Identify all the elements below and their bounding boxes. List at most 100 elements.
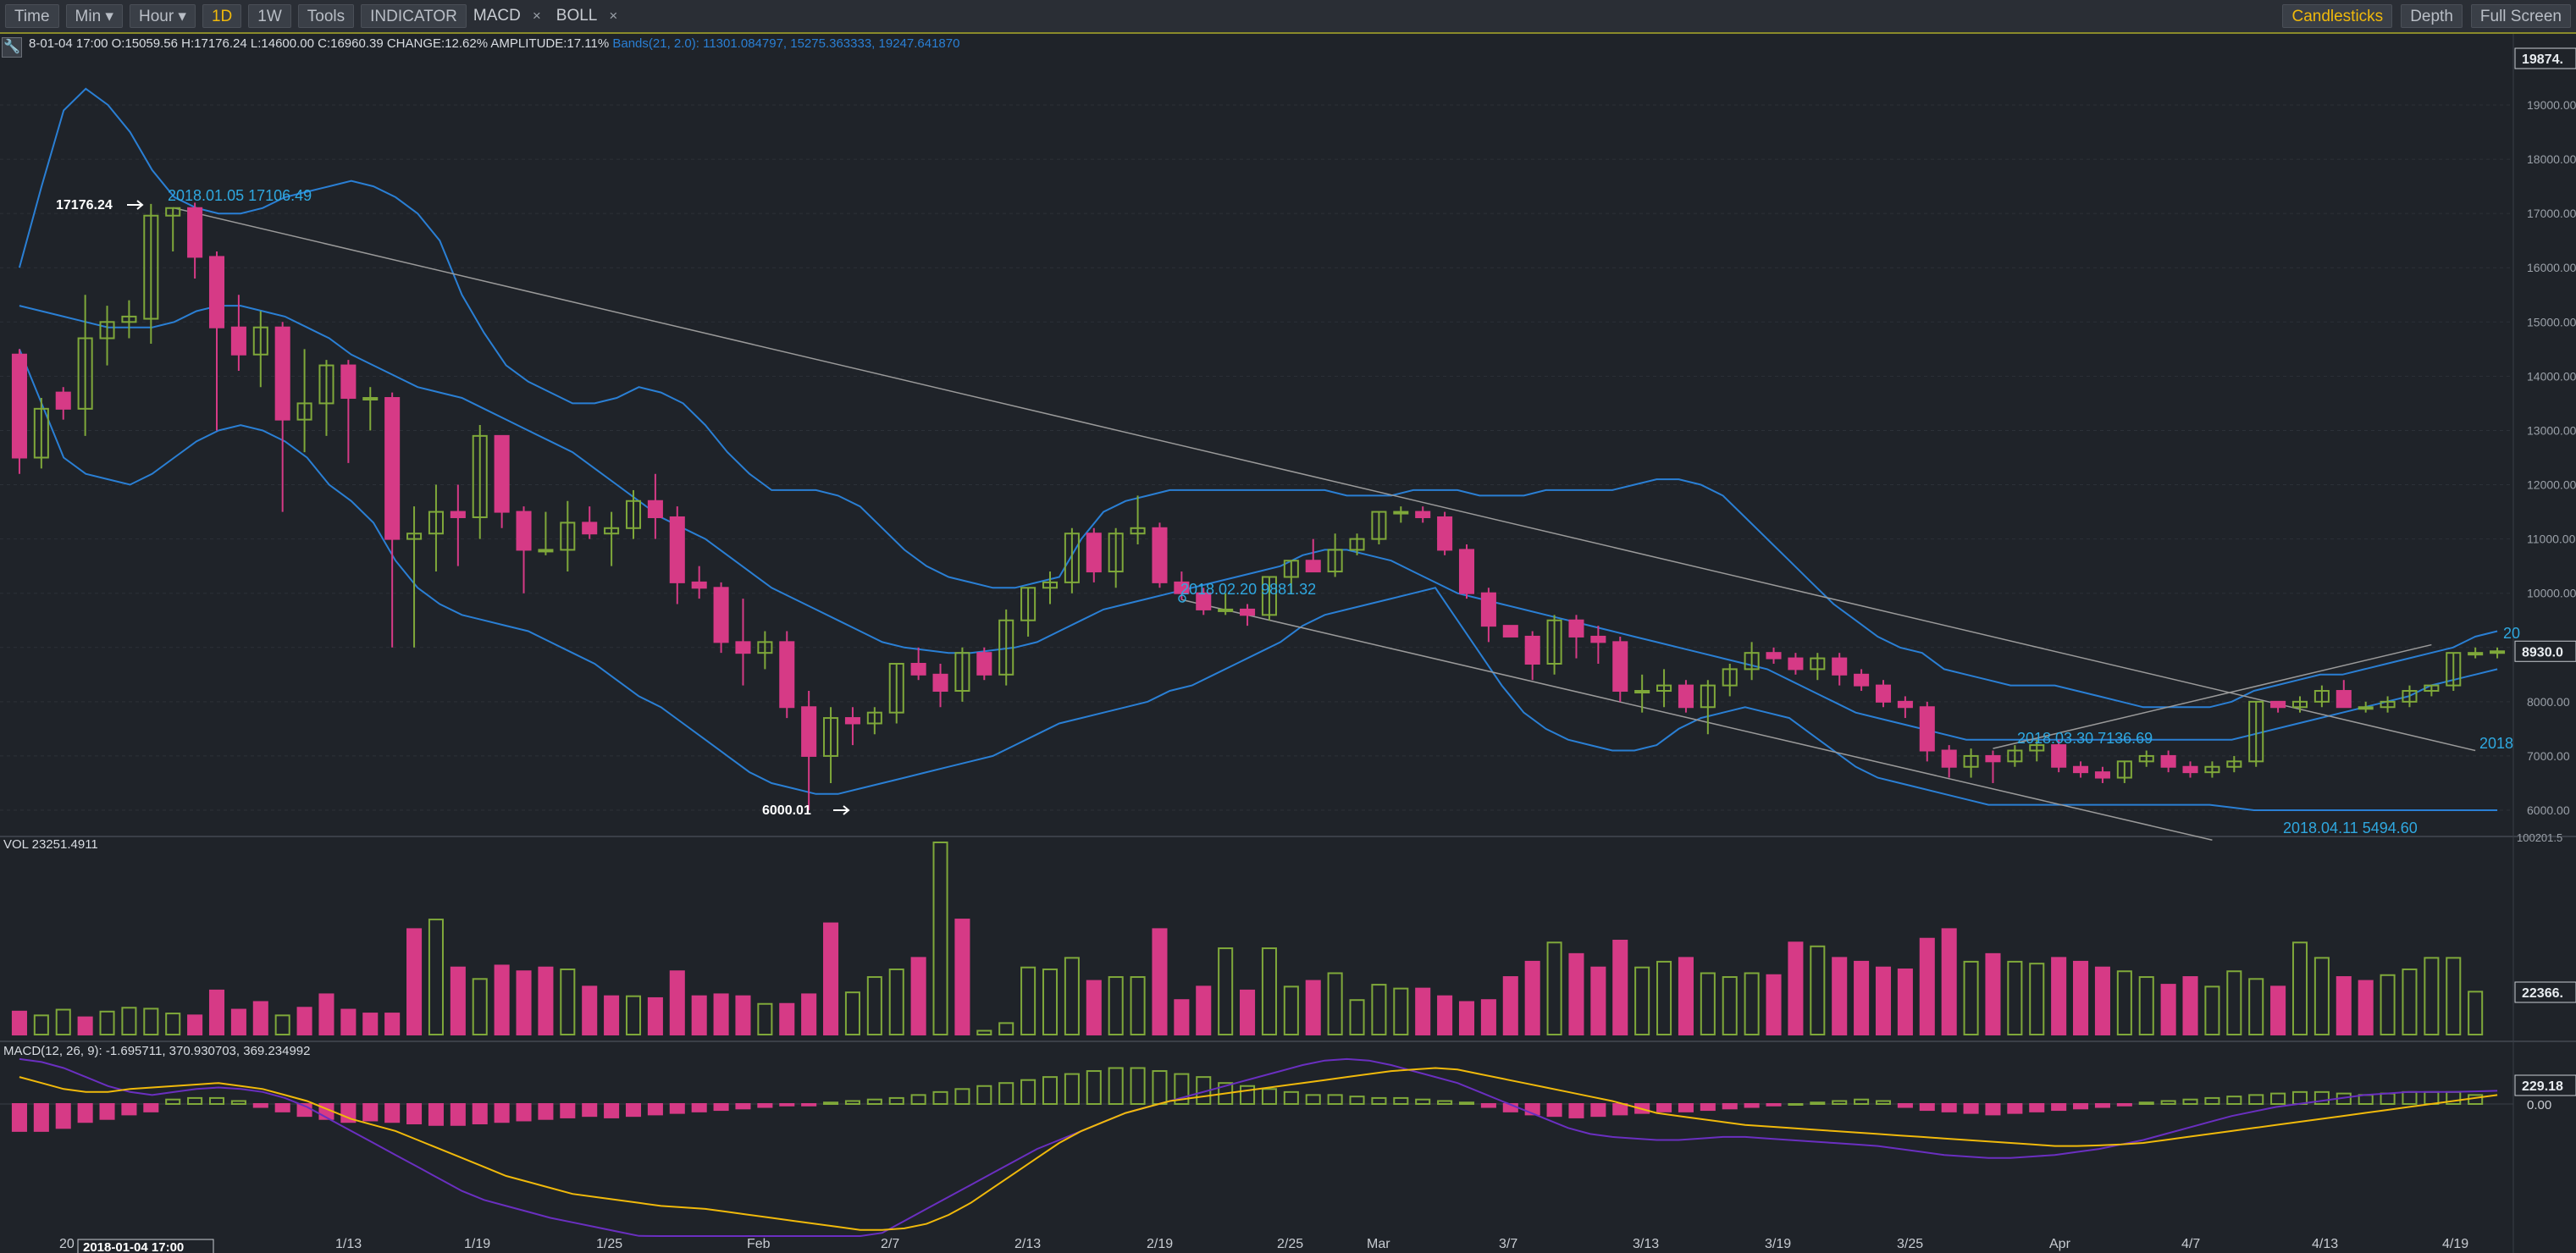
candle-body (1568, 619, 1584, 638)
volume-bar (99, 1010, 115, 1036)
time-tick-label: 2/7 (881, 1237, 899, 1251)
price-tick-label: 6000.00 (2527, 803, 2570, 817)
volume-bar (1480, 999, 1496, 1035)
volume-bar (2291, 941, 2308, 1035)
volume-bar (2007, 960, 2023, 1036)
toolbar-button-full-screen[interactable]: Full Screen (2470, 4, 2571, 28)
indicator-boll[interactable]: BOLL (556, 7, 598, 25)
candle-body (954, 652, 970, 693)
macd-histogram-bar (1305, 1094, 1321, 1106)
volume-bar (2226, 970, 2242, 1035)
volume-bar (538, 966, 554, 1035)
volume-bar (494, 964, 510, 1036)
price-tick-label: 17000.00 (2527, 207, 2576, 220)
macd-histogram-bar (1678, 1103, 1694, 1112)
macd-histogram-bar (976, 1085, 992, 1106)
candle-body (318, 364, 334, 405)
candle-body (230, 326, 246, 356)
close-icon[interactable]: × (609, 8, 618, 24)
volume-bar (1634, 966, 1650, 1035)
toolbar-button-1w[interactable]: 1W (248, 4, 291, 28)
volume-bar (1963, 960, 1979, 1036)
candle-body (340, 364, 357, 400)
volume-bar (362, 1013, 379, 1035)
volume-bar (888, 968, 904, 1036)
candle-body (1875, 684, 1892, 703)
toolbar-left: Time Min ▾ Hour ▾ 1D 1W Tools INDICATOR MACD × BO… (5, 4, 633, 28)
volume-bar (582, 985, 598, 1036)
macd-histogram-bar (1393, 1096, 1409, 1106)
toolbar-button-time[interactable]: Time (5, 4, 59, 28)
indicator-macd[interactable]: MACD (473, 7, 521, 25)
candle-body (1064, 533, 1080, 583)
candle-body (1349, 538, 1365, 551)
volume-bar (910, 957, 926, 1036)
candle-body (1963, 754, 1979, 768)
macd-histogram-bar (1086, 1070, 1102, 1106)
price-grid (0, 34, 2576, 1253)
macd-current-label-box (2514, 1074, 2576, 1096)
candle-body (1371, 511, 1387, 540)
volume-bar (2380, 974, 2396, 1035)
candle-body (932, 673, 948, 693)
candle-body (691, 581, 707, 589)
volume-bar (1437, 995, 1453, 1035)
price-annotation: 20 (2503, 625, 2520, 642)
candle-body (604, 527, 620, 535)
candle-body (362, 397, 379, 401)
macd-dif-line (19, 1067, 2498, 1231)
macd-histogram-bar (625, 1103, 642, 1118)
price-annotation: 2018.02.20 9881.32 (1180, 581, 1316, 598)
volume-bar (1810, 945, 1826, 1035)
annotations: 17176.24 6000.01 2018.01.05 17106.49 2018.0… (56, 187, 2520, 836)
macd-histogram-bar (2029, 1103, 2045, 1112)
candle-body (2380, 700, 2396, 709)
volume-bar (230, 1008, 246, 1035)
candle-body (2291, 700, 2308, 709)
toolbar-button-depth[interactable]: Depth (2401, 4, 2463, 28)
close-icon[interactable]: × (532, 8, 541, 24)
toolbar-button-tools[interactable]: Tools (297, 4, 355, 28)
time-axis: 20 1/13 1/19 1/25 Feb 2/7 2/13 2/19 2/25 Mar 3/7 3/… (59, 1237, 2468, 1253)
candle-body (1854, 673, 1870, 687)
toolbar-button-hour[interactable]: Hour ▾ (129, 4, 196, 28)
macd-histogram-bar (1875, 1100, 1892, 1105)
volume-bar (1196, 985, 1212, 1036)
toolbar-button-min[interactable]: Min ▾ (65, 4, 123, 28)
macd-histogram-bar (1985, 1103, 2001, 1116)
toolbar-button-candlesticks[interactable]: Candlesticks (2282, 4, 2393, 28)
time-tick-label: 3/13 (1633, 1237, 1659, 1251)
price-tick-label: 10000.00 (2527, 587, 2576, 600)
candle-body (1656, 684, 1672, 693)
macd-histogram-bar (252, 1103, 268, 1108)
boll-text: Bands(21, 2.0): 11301.084797, 15275.3633… (612, 36, 960, 51)
candle-body (866, 711, 882, 725)
macd-histogram-bar (1371, 1096, 1387, 1106)
candle-body (976, 652, 992, 676)
macd-dea-line (19, 1057, 2498, 1237)
wrench-icon[interactable]: 🔧 (2, 37, 22, 58)
macd-histogram-bar (2380, 1092, 2396, 1105)
volume-bar (1678, 957, 1694, 1036)
toolbar-button-indicator[interactable]: INDICATOR (361, 4, 467, 28)
candle-body (1744, 652, 1760, 671)
candle-body (2468, 652, 2484, 656)
volume-bar (1305, 980, 1321, 1036)
toolbar-button-1d[interactable]: 1D (202, 4, 242, 28)
candle-body (735, 641, 751, 654)
volume-bar (2051, 957, 2067, 1036)
macd-histogram-bar (2007, 1103, 2023, 1114)
volume-bar (1568, 952, 1584, 1035)
candle-body (1218, 608, 1234, 612)
candle-body (1393, 511, 1409, 515)
candle-body (1700, 684, 1716, 709)
macd-histogram-bar (691, 1103, 707, 1112)
time-tick-label: 2/19 (1147, 1237, 1173, 1251)
candle-body (2029, 744, 2045, 752)
time-tick-label: 4/7 (2181, 1237, 2200, 1251)
macd-histogram-bar (2468, 1094, 2484, 1106)
chart-area[interactable]: 17176.24 6000.01 2018.01.05 17106.49 2018.0… (0, 34, 2576, 1253)
volume-bar (2116, 970, 2132, 1035)
volume-bar (1218, 947, 1234, 1036)
candle-body (77, 337, 93, 410)
